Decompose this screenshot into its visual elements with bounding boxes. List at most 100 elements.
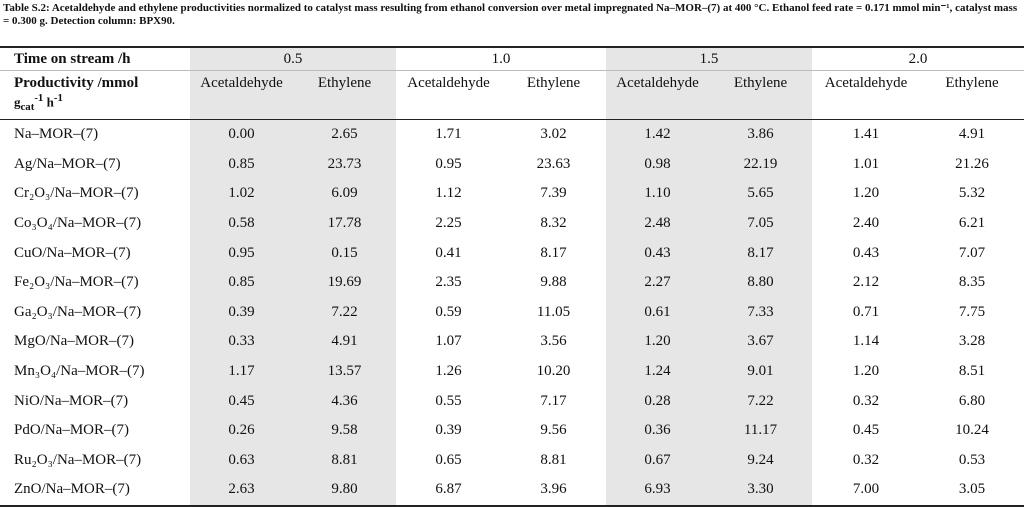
data-row: Ga₂O₃/Na–MOR–(7) 0.39 7.22 0.59 11.05 0.61 7.3… (0, 297, 1024, 328)
unit-part: g (14, 94, 21, 110)
value-cell: 9.88 (540, 274, 567, 291)
value-cell: 1.10 (606, 179, 709, 209)
data-row: Mn₃O₄/Na–MOR–(7) 1.17 13.57 1.26 10.20 1.24 9.… (0, 356, 1024, 387)
value-cell: 0.32 (852, 392, 880, 409)
caption-text: Acetaldehyde and ethylene productivities… (3, 2, 1018, 27)
catalyst-name: Ga₂O₃/Na–MOR–(7) (14, 303, 142, 320)
value-cell: 0.63 (190, 445, 293, 476)
value-cell: 0.59 (435, 303, 462, 320)
value-cell: 7.07 (958, 244, 986, 261)
value-cell: 2.48 (606, 208, 709, 239)
header-row: Time on stream /h 0.5 1.0 1.5 2.0 (0, 46, 1024, 71)
data-row: Na–MOR–(7) 0.00 2.65 1.71 3.02 1.42 3.86 1.41 4.… (0, 119, 1024, 150)
column-header: Ethylene (920, 70, 1024, 120)
catalyst-name: PdO/Na–MOR–(7) (14, 422, 129, 439)
value-cell: 0.61 (606, 297, 709, 328)
value-cell: 6.21 (958, 215, 986, 232)
value-cell: 0.33 (190, 327, 293, 357)
value-cell: 0.32 (852, 451, 880, 468)
caption: Table S.2: Acetaldehyde and ethylene pro… (3, 2, 1021, 28)
value-cell: 7.33 (709, 297, 812, 328)
value-cell: 0.00 (190, 119, 293, 150)
value-cell: 3.86 (709, 119, 812, 150)
value-cell: 2.27 (606, 267, 709, 298)
value-cell: 1.12 (435, 185, 462, 202)
catalyst-name: Fe₂O₃/Na–MOR–(7) (14, 274, 139, 291)
value-cell: 0.53 (958, 451, 986, 468)
value-cell: 0.43 (606, 238, 709, 268)
column-header: Ethylene (501, 70, 606, 120)
value-cell: 2.12 (852, 274, 880, 291)
value-cell: 7.75 (958, 303, 986, 320)
value-cell: 9.01 (709, 356, 812, 387)
value-cell: 6.93 (606, 475, 709, 507)
catalyst-name: ZnO/Na–MOR–(7) (0, 475, 190, 507)
value-cell: 19.69 (293, 267, 396, 298)
column-header: Acetaldehyde (396, 70, 501, 120)
value-cell: 2.40 (852, 215, 880, 232)
value-cell: 0.15 (293, 238, 396, 268)
value-cell: 3.67 (709, 327, 812, 357)
value-cell: 3.30 (709, 475, 812, 507)
value-cell: 3.28 (958, 333, 986, 350)
value-cell: 7.22 (709, 386, 812, 416)
productivity-label: Productivity /mmol (14, 75, 139, 91)
value-cell: 23.73 (293, 149, 396, 180)
header-cell: Time on stream /h (0, 46, 190, 71)
value-cell: 7.05 (709, 208, 812, 239)
time-header: 0.5 (190, 46, 396, 71)
value-cell: 0.45 (190, 386, 293, 416)
value-cell: 23.63 (536, 155, 571, 172)
value-cell: 0.26 (190, 415, 293, 446)
value-cell: 9.80 (293, 475, 396, 507)
data-row: CuO/Na–MOR–(7) 0.95 0.15 0.41 8.17 0.43 8.17 0.… (0, 238, 1024, 268)
value-cell: 4.36 (293, 386, 396, 416)
time-header: 1.0 (396, 46, 606, 71)
value-cell: 0.95 (435, 155, 462, 172)
value-cell: 7.22 (293, 297, 396, 328)
value-cell: 0.39 (435, 422, 462, 439)
unit-part: h (46, 94, 54, 110)
value-cell: 8.32 (540, 215, 567, 232)
column-header: Acetaldehyde (812, 70, 920, 120)
catalyst-name: Mn₃O₄/Na–MOR–(7) (14, 363, 145, 380)
value-cell: 0.98 (606, 149, 709, 180)
column-header: Ethylene (709, 70, 812, 120)
unit-sup: -1 (34, 92, 44, 104)
value-cell: 21.26 (955, 155, 989, 172)
value-cell: 2.65 (293, 119, 396, 150)
table: Time on stream /h 0.5 1.0 1.5 2.0 Productivit… (0, 46, 1024, 507)
value-cell: 5.32 (958, 185, 986, 202)
catalyst-name: Ru₂O₃/Na–MOR–(7) (14, 451, 142, 468)
value-cell: 0.85 (190, 149, 293, 180)
data-row: Fe₂O₃/Na–MOR–(7) 0.85 19.69 2.35 9.88 2.27 8.8… (0, 267, 1024, 298)
data-row: MgO/Na–MOR–(7) 0.33 4.91 1.07 3.56 1.20 3.67 1.… (0, 327, 1024, 357)
value-cell: 0.65 (435, 451, 462, 468)
value-cell: 10.20 (536, 363, 571, 380)
catalyst-name: Na–MOR–(7) (14, 126, 99, 143)
column-header: Acetaldehyde (190, 70, 293, 120)
value-cell: 11.05 (536, 303, 571, 320)
value-cell: 8.81 (540, 451, 567, 468)
value-cell: 7.17 (540, 392, 567, 409)
catalyst-name: Cr₂O₃/Na–MOR–(7) (14, 185, 139, 202)
value-cell: 11.17 (709, 415, 812, 446)
unit-label: gcat-1 h-1 (14, 92, 190, 113)
caption-label: Table S.2: (3, 2, 50, 14)
value-cell: 3.05 (920, 475, 1024, 507)
catalyst-name: CuO/Na–MOR–(7) (14, 244, 131, 261)
value-cell: 6.80 (958, 392, 986, 409)
data-row: Ag/Na–MOR–(7) 0.85 23.73 0.95 23.63 0.98 22.19… (0, 149, 1024, 180)
value-cell: 1.42 (606, 119, 709, 150)
value-cell: 1.26 (435, 363, 462, 380)
value-cell: 8.81 (293, 445, 396, 476)
value-cell: 0.55 (435, 392, 462, 409)
value-cell: 0.45 (852, 422, 880, 439)
catalyst-name: Ag/Na–MOR–(7) (14, 155, 121, 172)
catalyst-name: MgO/Na–MOR–(7) (14, 333, 134, 350)
value-cell: 22.19 (709, 149, 812, 180)
value-cell: 9.24 (709, 445, 812, 476)
value-cell: 8.17 (540, 244, 567, 261)
value-cell: 1.07 (435, 333, 462, 350)
data-row: Cr₂O₃/Na–MOR–(7) 1.02 6.09 1.12 7.39 1.10 5.65… (0, 179, 1024, 209)
